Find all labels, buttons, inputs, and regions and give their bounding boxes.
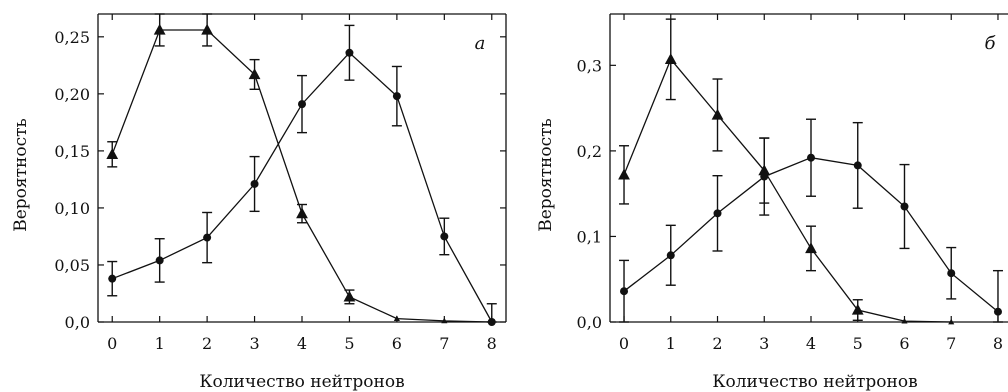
panel-b-circle-series-point <box>900 202 909 211</box>
panel-a-y-tick-label: 0,20 <box>54 85 90 104</box>
panel-a-circle-series-point <box>487 318 496 326</box>
panel-a-circle-series <box>107 24 497 326</box>
panel-b-y-axis-title: Вероятность <box>536 118 556 232</box>
panel-b-triangle-series-point <box>851 303 864 315</box>
panel-b-triangle-series-point <box>664 53 677 64</box>
panel-a-x-tick-label: 2 <box>202 334 212 353</box>
panel-a-y-axis-title: Вероятность <box>11 118 31 232</box>
panel-a-y-tick-label: 0,25 <box>54 28 90 47</box>
panel-b-x-tick-label: 4 <box>806 334 816 353</box>
panel-a-x-tick-label: 5 <box>344 334 354 353</box>
panel-b: б Количество нейтронов Вероятность 0 1 2 3 4… <box>536 13 1008 392</box>
panel-a-y-tick-label: 0,15 <box>54 142 90 161</box>
panel-b-circle-series-point <box>666 251 675 260</box>
panel-b-circle-series-point <box>760 172 769 181</box>
panel-a-x-tick-label: 8 <box>487 334 497 353</box>
panel-a-triangle-series-point <box>296 207 308 219</box>
panel-b-x-tick-label: 1 <box>666 334 676 353</box>
panel-b-circle-series-point <box>713 209 722 218</box>
panel-b-x-tick-label: 0 <box>619 334 629 353</box>
panel-b-circle-series-point <box>993 307 1002 316</box>
panel-b-x-tick-label: 5 <box>853 334 863 353</box>
panel-b-x-tick-label: 2 <box>712 334 722 353</box>
panel-a-triangle-series-point <box>248 68 261 80</box>
panel-a-x-axis-title: Количество нейтронов <box>199 372 404 392</box>
panel-a-x-tick-label: 3 <box>249 334 259 353</box>
panel-a-x-tick-label: 0 <box>107 334 117 353</box>
panel-b-triangle-series-point <box>618 168 630 180</box>
panel-b-triangle-series-point <box>901 317 908 324</box>
panel-a-y-tick-label: 0,0 <box>65 313 90 332</box>
panel-b-x-tick-label: 6 <box>899 334 909 353</box>
panel-a-circle-series-point <box>345 48 354 57</box>
panel-b-label: б <box>985 33 997 54</box>
panel-a-triangle-series-point <box>153 23 166 35</box>
panel-a-label: а <box>475 33 486 54</box>
panel-a-triangle-series-line <box>111 29 492 323</box>
panel-b-x-tick-label: 8 <box>993 334 1003 353</box>
panel-a-triangle-series-point <box>393 315 400 321</box>
panel-a-triangle-series-point <box>201 23 214 35</box>
panel-b-circle-series-point <box>807 153 815 162</box>
panel-a-x-tick-label: 4 <box>297 334 307 353</box>
panel-a-circle-series-point <box>298 100 306 109</box>
panel-b-circle-series <box>619 118 1003 323</box>
panel-b-circle-series-point <box>947 269 956 278</box>
panel-a-x-tick-label: 1 <box>155 334 165 353</box>
panel-b-y-tick-label: 0,1 <box>577 227 602 246</box>
panel-b-circle-series-point <box>853 161 862 170</box>
panel-b-triangle-series-point <box>948 318 955 325</box>
panel-b-y-tick-label: 0,2 <box>577 142 602 161</box>
panel-a-circle-series-point <box>250 179 259 188</box>
panel-a-circle-series-point <box>108 274 117 283</box>
panel-a-circle-series-point <box>440 232 449 241</box>
panel-a: а Количество нейтронов Вероятность 0 1 2 3 4… <box>11 13 507 392</box>
panel-b-x-tick-label: 7 <box>946 334 956 353</box>
panel-b-triangle-series-point <box>711 108 724 120</box>
panel-a-triangle-series-point <box>106 148 119 159</box>
panel-b-y-tick-label: 0,0 <box>577 313 602 332</box>
panel-b-triangle-series-point <box>805 242 817 254</box>
panel-b-y-tick-label: 0,3 <box>577 56 602 75</box>
panel-a-y-tick-label: 0,10 <box>54 199 90 218</box>
panel-a-circle-series-point <box>203 233 212 242</box>
panel-b-circle-series-point <box>620 287 629 296</box>
panel-a-triangle-series-point <box>343 290 356 302</box>
panel-a-x-tick-label: 7 <box>439 334 449 353</box>
panel-b-x-axis-title: Количество нейтронов <box>712 372 917 392</box>
panel-b-x-tick-label: 3 <box>759 334 769 353</box>
panel-a-circle-series-point <box>155 256 164 265</box>
panel-a-triangle-series-point <box>441 317 448 324</box>
panel-a-triangle-series <box>106 13 495 325</box>
panel-a-x-tick-label: 6 <box>392 334 402 353</box>
panel-a-y-tick-label: 0,05 <box>54 256 90 275</box>
panel-b-triangle-series-line <box>623 58 952 323</box>
panel-a-circle-series-point <box>392 92 401 101</box>
